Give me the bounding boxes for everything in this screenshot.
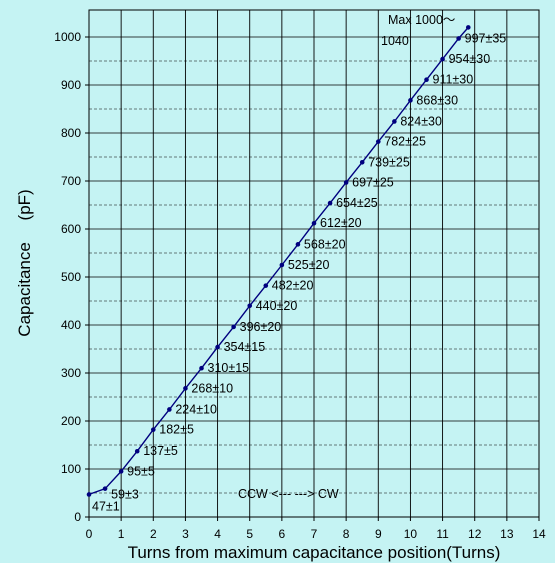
data-point <box>102 486 108 491</box>
data-label: 396±20 <box>240 320 282 334</box>
data-point <box>167 407 172 412</box>
data-label: 59±3 <box>111 488 139 502</box>
data-label: 739±25 <box>368 155 410 169</box>
y-tick-label: 100 <box>61 462 81 476</box>
data-point <box>311 220 317 226</box>
x-tick-label: 14 <box>532 527 546 541</box>
data-label: 440±20 <box>256 299 298 313</box>
data-label: 868±30 <box>416 93 458 107</box>
data-point <box>440 56 445 62</box>
y-tick-label: 700 <box>61 174 81 188</box>
data-point <box>118 469 124 474</box>
data-point <box>424 77 429 83</box>
direction-annotation: CCW <--- ---> CW <box>238 487 339 501</box>
data-label: 612±20 <box>320 216 362 230</box>
data-point <box>247 303 253 309</box>
data-point <box>199 365 204 371</box>
data-point <box>375 139 381 144</box>
data-point <box>295 242 301 247</box>
x-axis-label: Turns from maximum capacitance position(… <box>128 543 501 562</box>
data-label: 782±25 <box>384 135 426 149</box>
data-point <box>456 36 461 41</box>
data-point <box>263 283 269 288</box>
x-tick-label: 3 <box>182 527 189 541</box>
data-point <box>215 344 220 350</box>
x-tick-label: 5 <box>246 527 253 541</box>
x-tick-label: 13 <box>500 527 514 541</box>
data-label: 182±5 <box>159 423 194 437</box>
y-tick-label: 900 <box>61 78 81 92</box>
x-tick-label: 2 <box>150 527 157 541</box>
data-point <box>343 180 349 185</box>
data-label: 654±25 <box>336 196 378 210</box>
data-label: 568±20 <box>304 237 346 251</box>
x-tick-labels: 0 1 2 3 4 5 6 7 8 9 10 11 12 13 14 <box>86 517 546 541</box>
data-point <box>465 25 471 30</box>
x-tick-label: 6 <box>279 527 286 541</box>
y-tick-label: 1000 <box>54 30 81 44</box>
x-tick-label: 11 <box>436 527 449 541</box>
max-annotation-line1: Max 1000〜 <box>388 13 455 27</box>
y-tick-labels: 0 100 200 300 400 500 600 700 800 900 1000 <box>54 30 89 524</box>
data-labels: 47±159±3 95±5 137±5 182±5 224±10 268±10 310±15… <box>92 31 506 513</box>
y-tick-label: 200 <box>61 414 81 428</box>
y-tick-label: 800 <box>61 126 81 140</box>
data-label: 824±30 <box>400 114 442 128</box>
data-point <box>183 386 188 391</box>
data-point <box>134 448 140 454</box>
data-label: 954±30 <box>449 52 491 66</box>
data-label: 224±10 <box>175 402 217 416</box>
y-axis-label: Capacitance (pF) <box>15 189 34 336</box>
y-tick-label: 0 <box>74 510 81 524</box>
data-point <box>327 200 333 206</box>
data-point <box>86 492 92 497</box>
data-label: 310±15 <box>208 361 250 375</box>
data-label: 482±20 <box>272 279 314 293</box>
max-annotation-line2: 1040 <box>381 34 409 48</box>
data-point <box>408 98 413 103</box>
data-label: 137±5 <box>143 444 178 458</box>
x-tick-label: 10 <box>404 527 418 541</box>
y-tick-label: 400 <box>61 318 81 332</box>
data-point <box>231 324 236 330</box>
data-label: 47±1 <box>92 499 120 513</box>
grid <box>89 10 539 517</box>
x-tick-label: 7 <box>311 527 318 541</box>
y-tick-label: 600 <box>61 222 81 236</box>
data-label: 697±25 <box>352 175 394 189</box>
data-label: 911±30 <box>433 73 474 87</box>
x-tick-label: 1 <box>118 527 125 541</box>
y-tick-label: 500 <box>61 270 81 284</box>
series-layer <box>86 25 471 497</box>
x-tick-label: 0 <box>86 527 93 541</box>
data-label: 268±10 <box>191 381 233 395</box>
data-label: 95±5 <box>127 464 155 478</box>
data-point <box>392 119 397 124</box>
data-point <box>359 159 365 165</box>
data-label: 997±35 <box>465 31 507 45</box>
x-tick-label: 9 <box>375 527 382 541</box>
data-point <box>150 427 156 432</box>
data-label: 354±15 <box>224 340 266 354</box>
data-label: 525±20 <box>288 258 330 272</box>
data-point <box>279 262 285 268</box>
x-tick-label: 4 <box>214 527 221 541</box>
x-tick-label: 12 <box>468 527 482 541</box>
x-tick-label: 8 <box>343 527 350 541</box>
y-tick-label: 300 <box>61 366 81 380</box>
